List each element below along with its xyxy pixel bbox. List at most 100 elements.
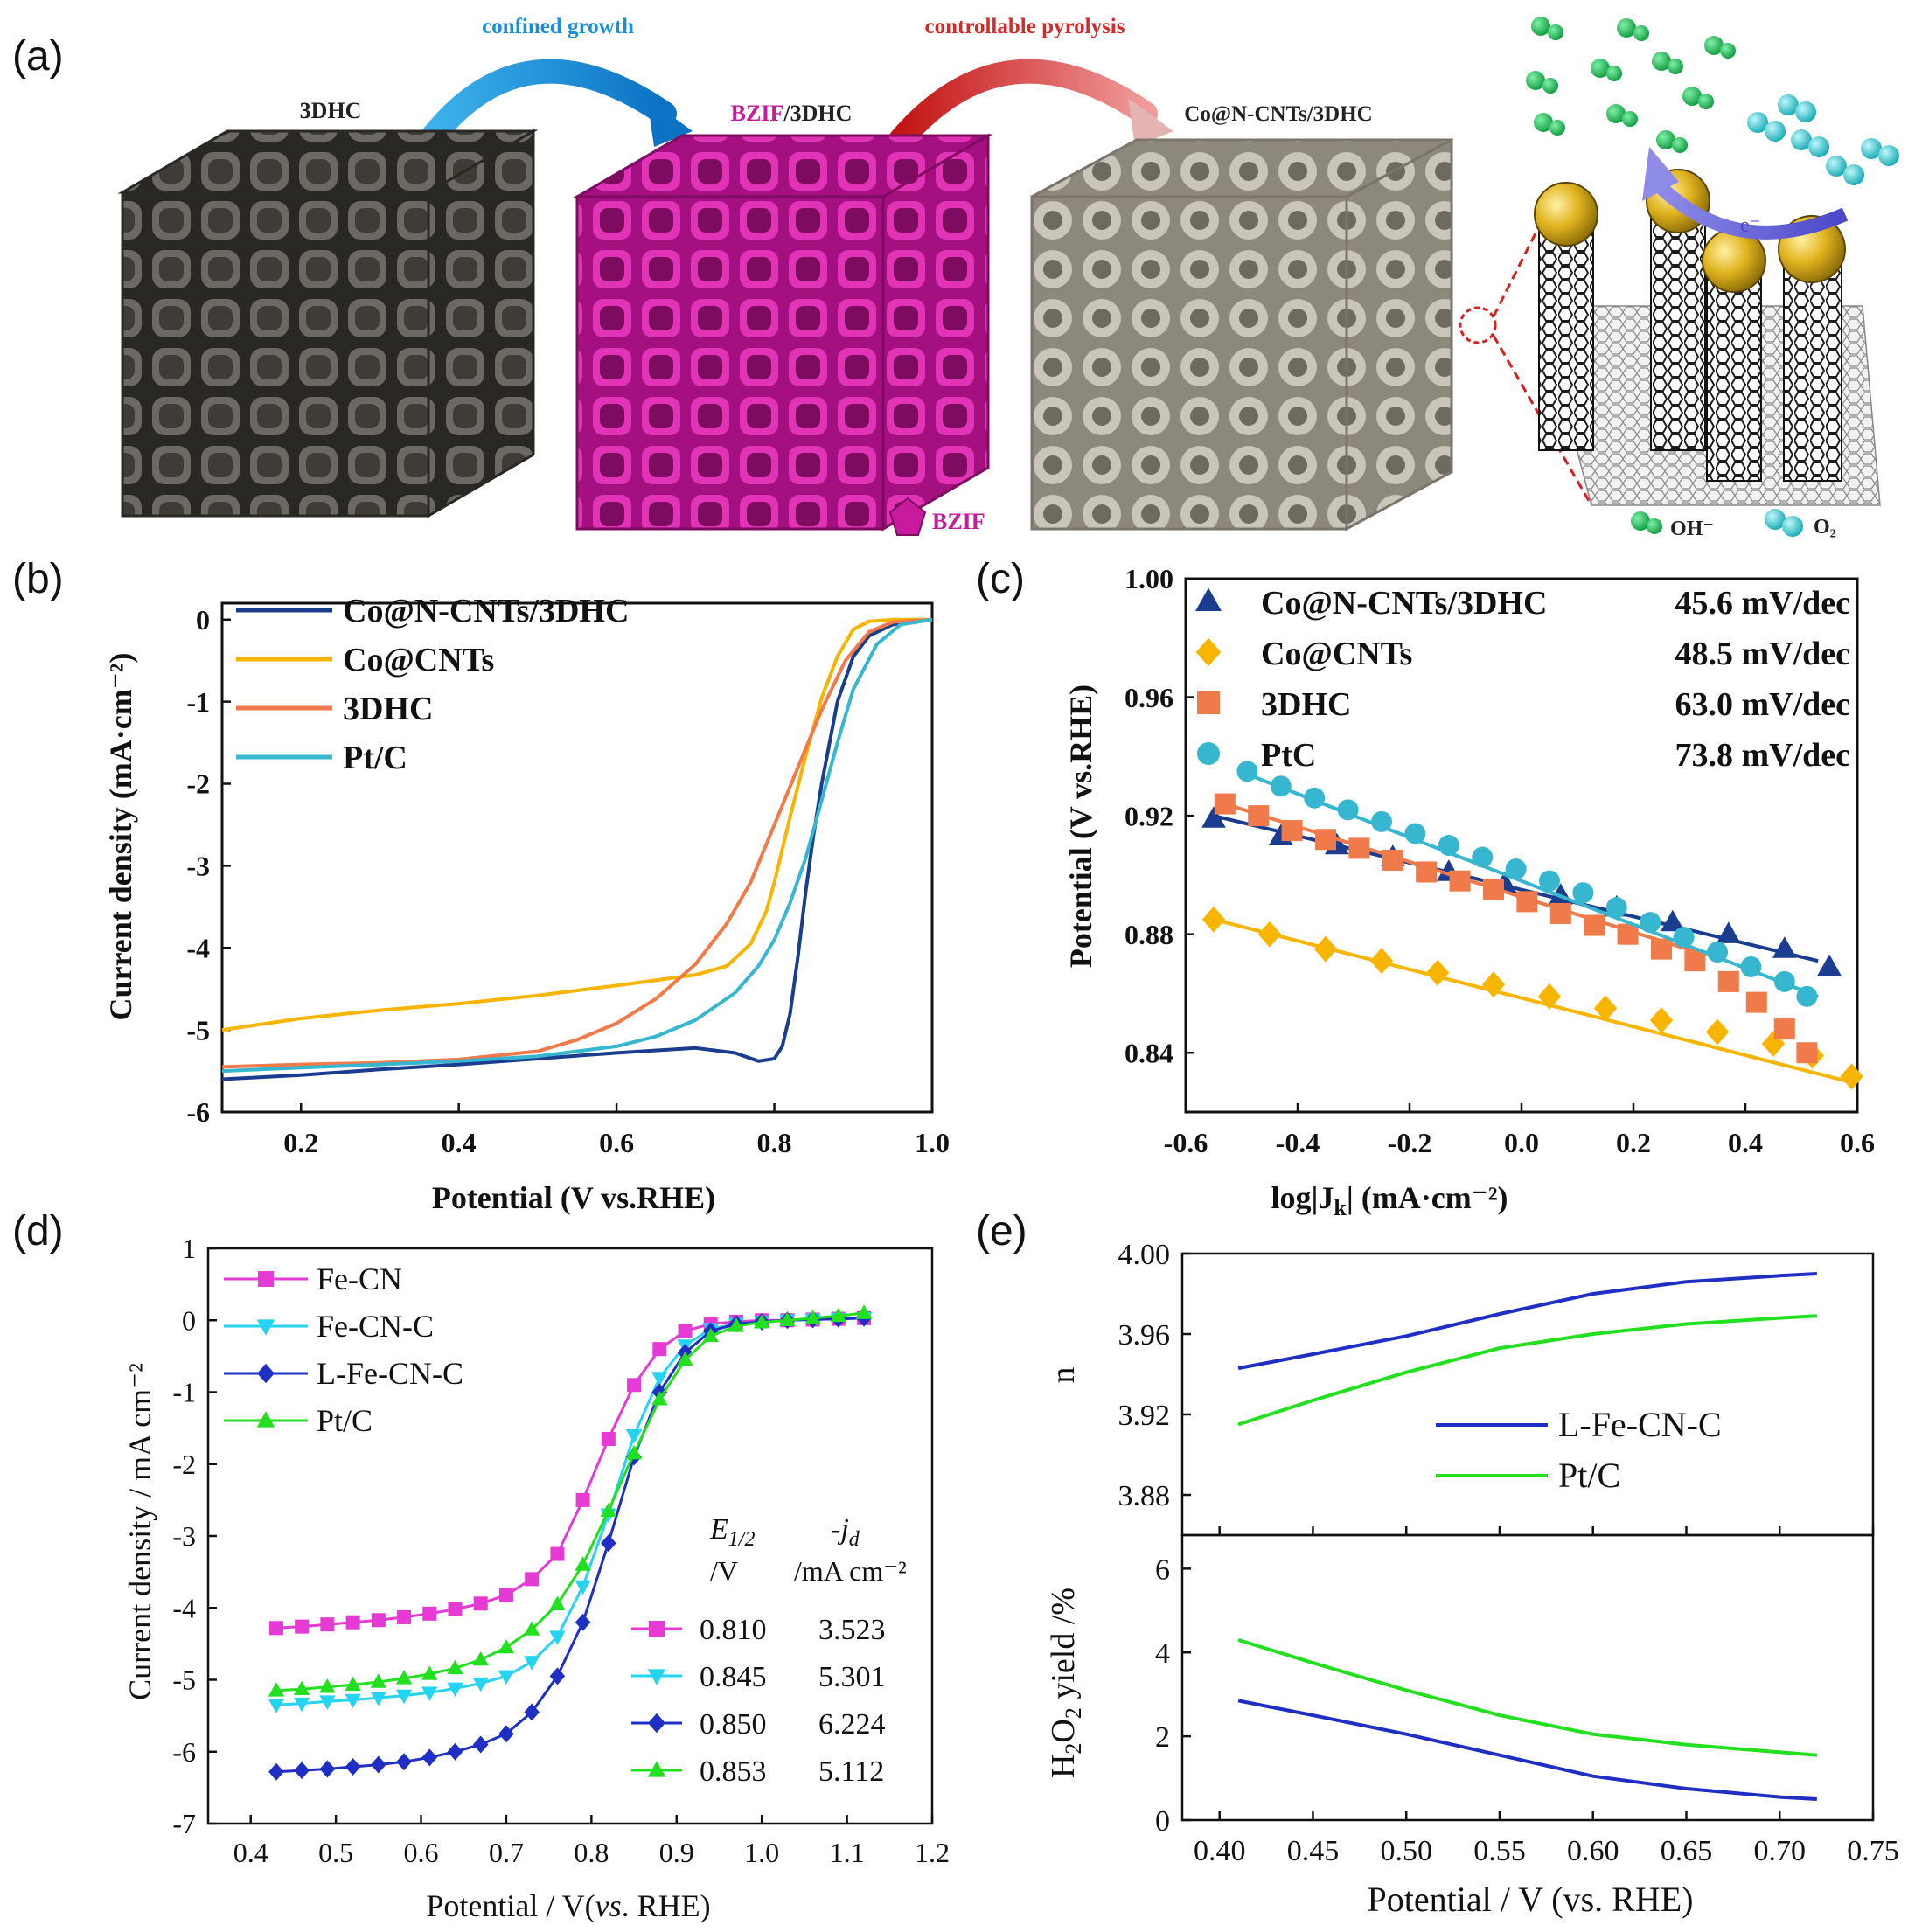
panel-e-bottom-y-tick-label: 6 — [1155, 1553, 1170, 1586]
data-point-co-cnts — [1840, 1063, 1863, 1090]
panel-e-top-y-axis-title: n — [1045, 1367, 1082, 1384]
data-point-pt-c — [498, 1638, 515, 1654]
data-point-pt-c — [625, 1444, 643, 1460]
panel-b-y-tick-label: 0 — [196, 604, 210, 636]
data-point-ptc — [1236, 761, 1258, 782]
panel-e-bottom-x-tick-label: 0.55 — [1473, 1835, 1526, 1867]
data-point-fe-cn — [268, 1621, 283, 1636]
panel-d-x-tick-label: 0.7 — [489, 1837, 524, 1868]
data-point-fe-cn-c — [625, 1429, 643, 1444]
o2-molecules — [1747, 94, 1899, 185]
data-point-pt-c — [447, 1659, 463, 1675]
data-point-co-n-cnts-3dhc — [1772, 936, 1797, 958]
panel-c-x-axis-title: log|Jk| (mA·cm⁻²) — [1271, 1180, 1508, 1220]
legend-label-pt-c: Pt/C — [343, 740, 407, 776]
legend-marker-l-fe-cn-c — [257, 1363, 275, 1384]
data-point-pt-c — [779, 1311, 796, 1327]
data-point-l-fe-cn-c — [524, 1703, 540, 1721]
data-point-fe-cn-c — [319, 1695, 336, 1710]
data-point-l-fe-cn-c — [268, 1762, 284, 1781]
panel-a: (a) confined growth controllable pyrolys… — [12, 15, 1899, 540]
data-point-fe-cn — [498, 1588, 513, 1602]
panel-d-y-tick-label: -7 — [172, 1808, 196, 1839]
data-point-l-fe-cn-c — [549, 1667, 566, 1685]
data-point-ptc — [1304, 787, 1326, 809]
data-point-pt-c — [575, 1556, 591, 1571]
series-line-co-cnts — [221, 617, 932, 1032]
cube-co-label: Co@N-CNTs/3DHC — [1184, 102, 1372, 126]
data-point-pt-c — [523, 1621, 540, 1636]
confined-growth-label: confined growth — [482, 15, 634, 38]
table-e-half-fe-cn-c: 0.845 — [700, 1661, 767, 1693]
fit-line-ptc — [1246, 772, 1819, 998]
data-point-pt-c — [855, 1304, 873, 1319]
data-point-3dhc — [1773, 1018, 1795, 1040]
panel-b-label: (b) — [12, 556, 64, 602]
panel-c-label: (c) — [976, 556, 1025, 602]
data-point-l-fe-cn-c — [601, 1534, 616, 1553]
data-point-ptc — [1404, 823, 1426, 844]
data-point-co-n-cnts-3dhc — [1717, 921, 1741, 943]
data-point-fe-cn-c — [345, 1693, 361, 1709]
data-point-ptc — [1773, 970, 1795, 992]
n-series-line-pt-c — [1237, 1314, 1818, 1427]
table-e-half-fe-cn: 0.810 — [700, 1614, 767, 1646]
panel-c-x-tick-label: -0.4 — [1276, 1127, 1320, 1158]
o2-legend-icon-2 — [1782, 516, 1803, 537]
data-point-3dhc — [1449, 870, 1471, 892]
data-point-l-fe-cn-c — [294, 1762, 310, 1780]
legend-slope-co-n-cnts-3dhc: 45.6 mV/dec — [1675, 585, 1850, 622]
cube-3dhc-label: 3DHC — [300, 98, 362, 123]
data-point-pt-c — [395, 1670, 413, 1685]
panel-d-plot: 0.4 0.5 0.6 0.7 0.8 0.9 1.0 1.1 1.2 1 0 -1 -2 -3 -4 -5 -… — [172, 1233, 950, 1868]
bzif-legend-label: BZIF — [932, 509, 985, 534]
data-point-pt-c — [472, 1651, 489, 1666]
table-marker-fe-cn — [649, 1621, 665, 1637]
panel-d-y-tick-label: -6 — [172, 1736, 196, 1768]
panel-c-x-tick-label: 0.2 — [1616, 1127, 1651, 1158]
data-point-ptc — [1539, 870, 1560, 892]
data-point-fe-cn — [397, 1609, 412, 1624]
panel-b: (b) 0.2 0.4 0.6 0.8 1.0 0 -1 -2 -3 -4 -5 -6 Co@N-CN… — [12, 556, 950, 1215]
data-point-fe-cn — [575, 1492, 590, 1507]
panel-d-y-axis-title: Current density / mA cm⁻² — [122, 1363, 157, 1700]
data-point-pt-c — [651, 1391, 668, 1406]
panel-c-y-tick-label: 0.88 — [1125, 919, 1173, 950]
data-point-ptc — [1572, 882, 1594, 904]
panel-e-bottom-x-tick-label: 0.50 — [1380, 1835, 1432, 1867]
data-point-fe-cn — [652, 1342, 667, 1357]
table-header-jd: -jd — [831, 1513, 860, 1551]
data-point-3dhc — [1745, 991, 1767, 1013]
legend-label-co-cnts: Co@CNTs — [343, 642, 494, 678]
panel-e-plot: 4.00 3.96 3.92 3.88 0.40 0.45 0.50 0.55 0.60 0.65… — [1118, 1239, 1899, 1867]
table-jd-pt-c: 5.112 — [818, 1755, 884, 1788]
data-point-3dhc — [1796, 1042, 1818, 1064]
panel-c-y-tick-label: 0.84 — [1125, 1037, 1173, 1068]
table-e-half-l-fe-cn-c: 0.850 — [700, 1708, 767, 1741]
data-point-fe-cn-c — [523, 1656, 540, 1671]
data-point-pt-c — [370, 1673, 387, 1688]
table-e-half-pt-c: 0.853 — [700, 1755, 767, 1788]
n-series-line-l-fe-cn-c — [1237, 1272, 1818, 1371]
data-point-fe-cn-c — [498, 1670, 515, 1685]
electron-transfer-arrow — [1652, 178, 1849, 240]
bzif-crystal-icon — [888, 497, 927, 536]
data-point-fe-cn — [550, 1546, 565, 1561]
oh-molecules — [1526, 17, 1736, 153]
panel-d-y-tick-label: 1 — [182, 1233, 196, 1264]
panel-e-bottom-y-tick-label: 2 — [1155, 1721, 1170, 1754]
legend-slope-3dhc: 63.0 mV/dec — [1675, 686, 1850, 723]
data-point-ptc — [1472, 846, 1494, 868]
controllable-pyrolysis-arrowhead — [1128, 98, 1173, 147]
legend-label-fe-cn: Fe-CN — [317, 1261, 402, 1296]
data-point-fe-cn — [678, 1324, 693, 1338]
legend-label-co-n-cnts-3dhc: Co@N-CNTs/3DHC — [1261, 585, 1547, 622]
data-point-3dhc — [1281, 820, 1303, 842]
panel-c-y-axis-title: Potential (V vs.RHE) — [1063, 685, 1098, 968]
data-point-fe-cn-c — [293, 1697, 310, 1713]
data-point-pt-c — [830, 1307, 847, 1323]
table-unit-jd: /mA cm⁻² — [794, 1555, 907, 1587]
panel-b-y-axis-title: Current density (mA·cm⁻²) — [103, 652, 138, 1020]
panel-d: (d) 0.4 0.5 0.6 0.7 0.8 0.9 1.0 1.1 1.2 1 0 -1 -2 -3 -… — [12, 1208, 950, 1923]
